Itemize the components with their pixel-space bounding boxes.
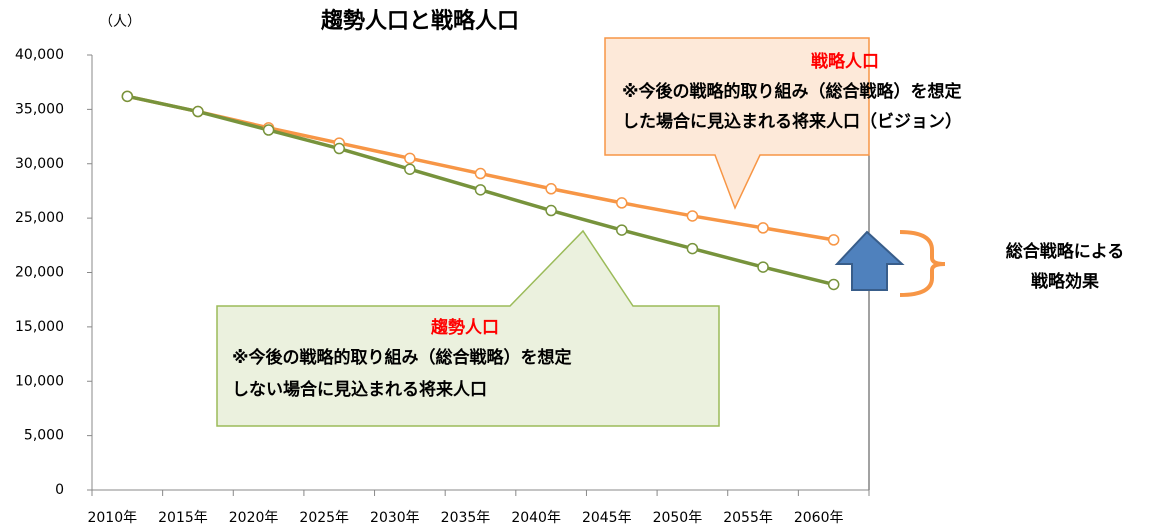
callout-text: ※今後の戦略的取り組み（総合戦略）を想定 (232, 347, 572, 368)
point (404, 163, 416, 175)
x-tick-label: 2045年 (582, 510, 632, 526)
callout-text: ※今後の戦略的取り組み（総合戦略）を想定 (622, 81, 962, 102)
x-tick-label: 2050年 (653, 510, 703, 526)
point (404, 152, 416, 165)
y-tick-label: 5,000 (24, 428, 64, 444)
y-tick-label: 10,000 (15, 373, 64, 389)
callout-title: 戦略人口 (811, 51, 879, 72)
point (545, 183, 557, 195)
y-tick-label: 15,000 (15, 319, 64, 335)
callout-title: 趨勢人口 (430, 317, 499, 338)
effect-arrow (834, 230, 905, 291)
y-tick-label: 0 (55, 482, 64, 498)
x-tick-label: 2055年 (723, 510, 773, 526)
x-tick-label: 2040年 (511, 510, 561, 526)
trend-callout (216, 229, 720, 427)
point (827, 278, 840, 291)
y-tick-label: 30,000 (15, 156, 64, 172)
point (686, 210, 699, 222)
point (545, 204, 557, 217)
y-tick-label: 25,000 (15, 210, 64, 226)
x-tick-label: 2035年 (441, 510, 491, 526)
x-tick-label: 2030年 (370, 510, 420, 526)
x-tick-label: 2010年 (87, 510, 137, 526)
point (333, 142, 345, 155)
effect-text: 総合戦略による (1006, 241, 1125, 262)
point (686, 242, 699, 255)
x-tick-label: 2020年 (229, 510, 279, 526)
point (757, 261, 769, 273)
point (757, 222, 769, 234)
callout-text: した場合に見込まれる将来人口（ビジョン） (622, 111, 962, 132)
y-unit: （人） (99, 14, 141, 30)
brace (899, 230, 946, 297)
point (474, 167, 487, 180)
x-tick-label: 2060年 (794, 510, 844, 526)
point (192, 105, 204, 118)
x-tick-label: 2015年 (158, 510, 208, 526)
callout-text: しない場合に見込まれる将来人口 (232, 379, 487, 400)
effect-text: 戦略効果 (1031, 271, 1099, 292)
point (616, 224, 628, 236)
point (121, 90, 134, 103)
point (262, 124, 275, 136)
y-tick-label: 35,000 (15, 101, 64, 117)
point (827, 234, 840, 246)
point (474, 184, 487, 196)
strategy-callout (604, 37, 870, 210)
plot: 0 5,000 10,000 15,000 20,000 25,000 30,000 35,0… (15, 47, 870, 526)
y-tick-label: 40,000 (15, 47, 64, 63)
y-tick-label: 20,000 (15, 265, 64, 281)
chart-title: 趨勢人口と戦略人口 (320, 8, 519, 34)
x-tick-label: 2025年 (299, 510, 349, 526)
point (616, 197, 628, 209)
